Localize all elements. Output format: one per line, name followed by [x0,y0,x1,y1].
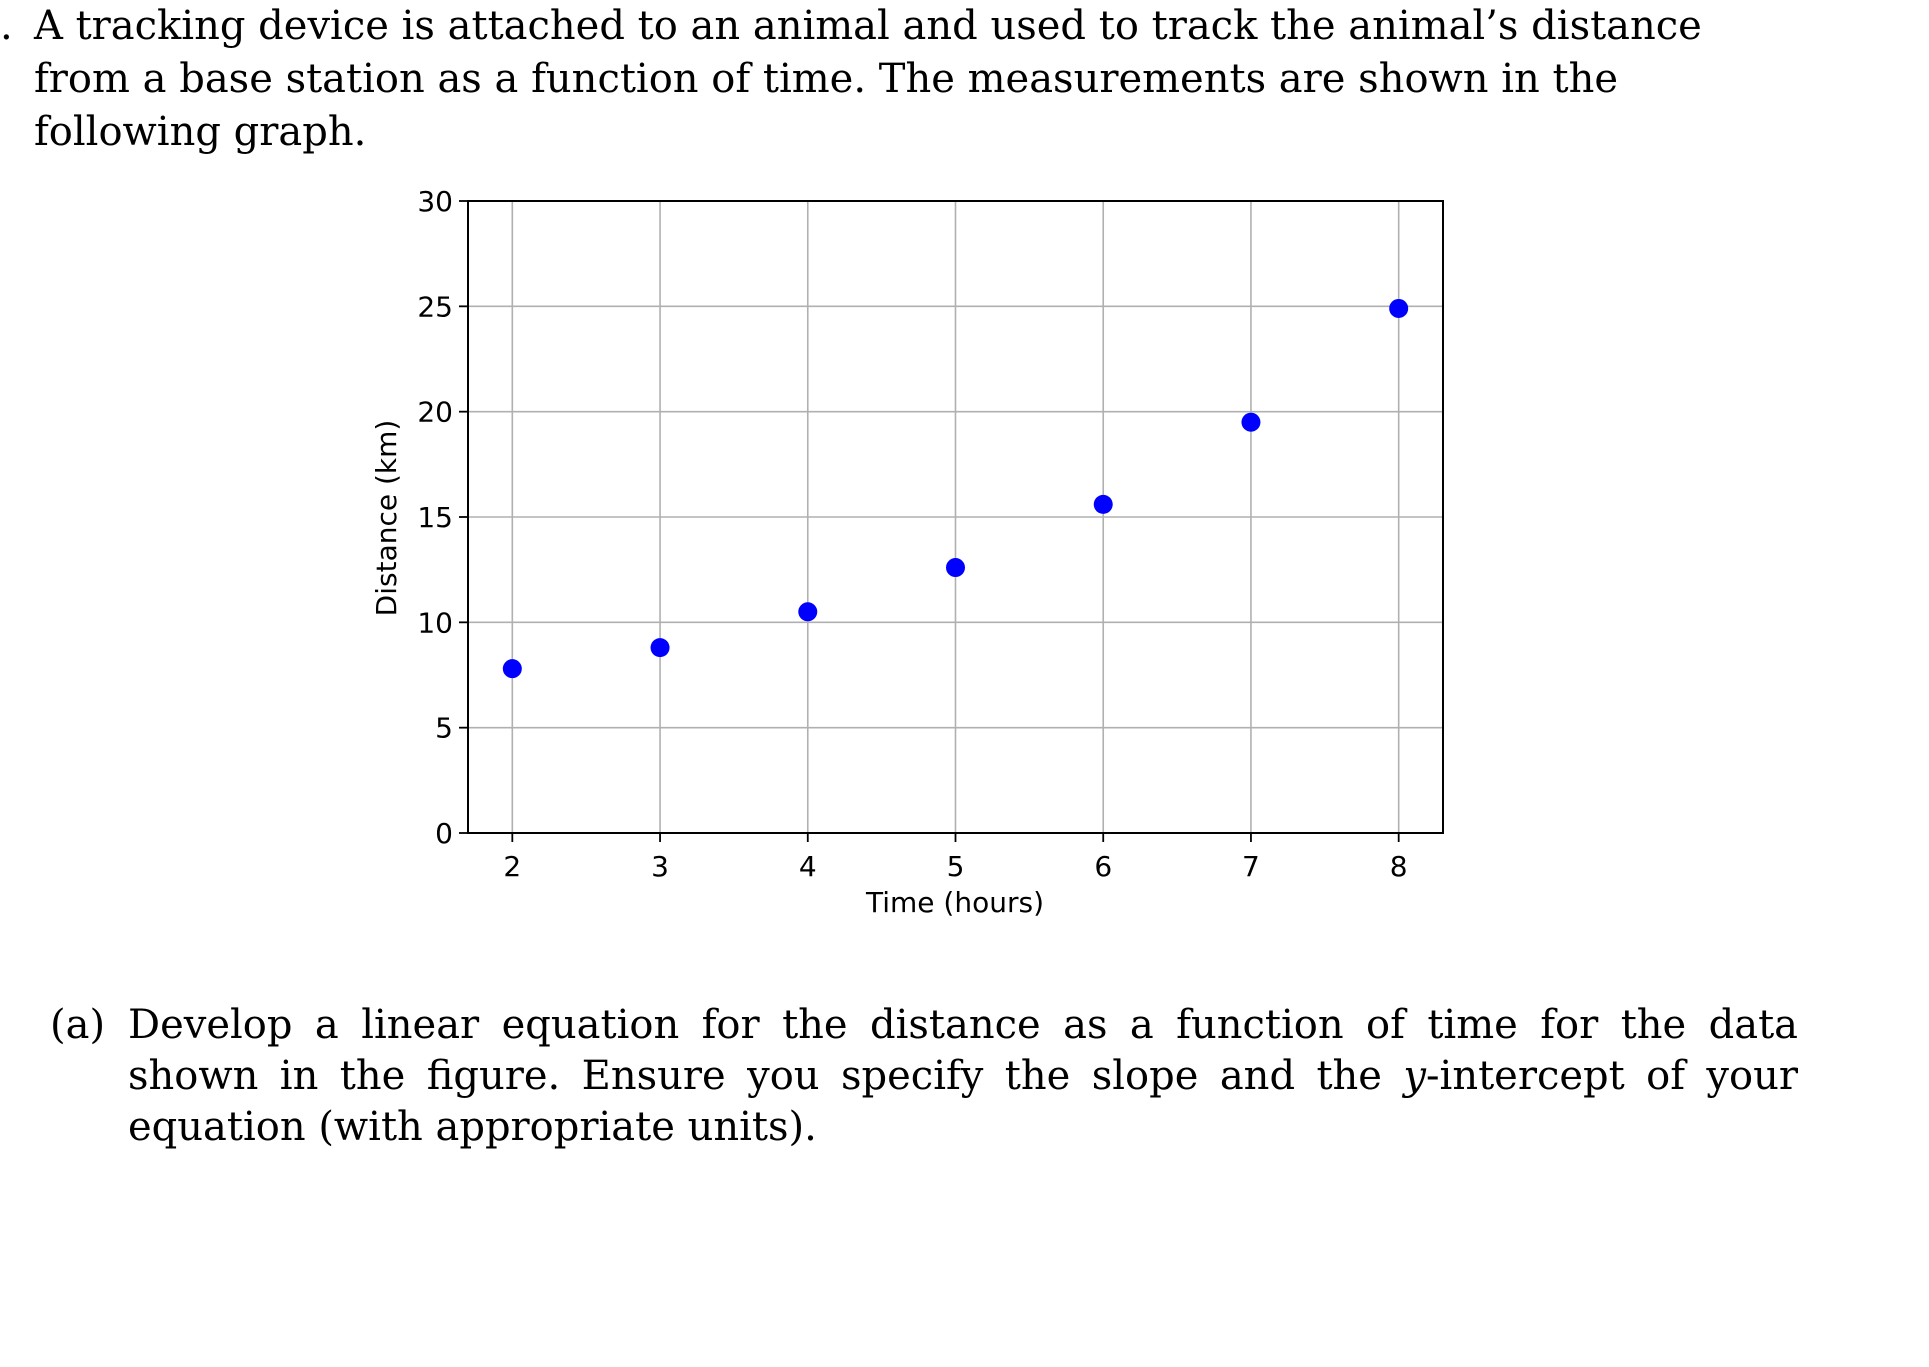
part-a-label: (a) [50,1002,106,1048]
data-point [1241,412,1261,432]
x-tick-label: 8 [1390,850,1408,883]
y-axis-label: Distance (km) [370,420,403,617]
part-a-text-after: -intercept of your equation (with approp… [128,1053,1798,1150]
grid-lines [468,200,1443,834]
part-a-variable-y: y [1403,1053,1427,1099]
x-tick-label: 7 [1242,850,1260,883]
question-intro-text: A tracking device is attached to an anim… [34,3,1702,155]
data-points [502,298,1409,679]
axis-ticks: 2 3 4 5 6 7 8 0 5 10 15 20 25 30 [417,185,1407,883]
y-tick-label: 10 [417,606,453,639]
data-point [650,638,670,658]
data-point [1389,298,1409,318]
y-tick-label: 20 [417,396,453,429]
data-point [946,558,965,578]
part-a-text: Develop a linear equation for the distan… [128,1000,1798,1153]
x-tick-label: 3 [651,850,669,883]
x-tick-label: 4 [799,850,817,883]
y-tick-label: 25 [417,290,453,323]
question-number-fragment: . [0,3,13,49]
x-tick-label: 6 [1094,850,1112,883]
distance-time-scatter-chart: 2 3 4 5 6 7 8 0 5 10 15 20 25 30 Time (hours) Distanc… [370,185,1444,919]
data-point [502,659,522,679]
y-tick-label: 5 [435,712,453,745]
x-tick-label: 2 [503,850,521,883]
part-a-text-before: Develop a linear equation for the distan… [128,1002,1798,1099]
y-tick-label: 15 [417,501,453,534]
data-point [1093,494,1113,514]
y-tick-label: 0 [435,817,453,850]
data-point [798,602,818,622]
x-tick-label: 5 [947,850,965,883]
y-tick-label: 30 [417,185,453,218]
x-axis-label: Time (hours) [865,886,1044,919]
